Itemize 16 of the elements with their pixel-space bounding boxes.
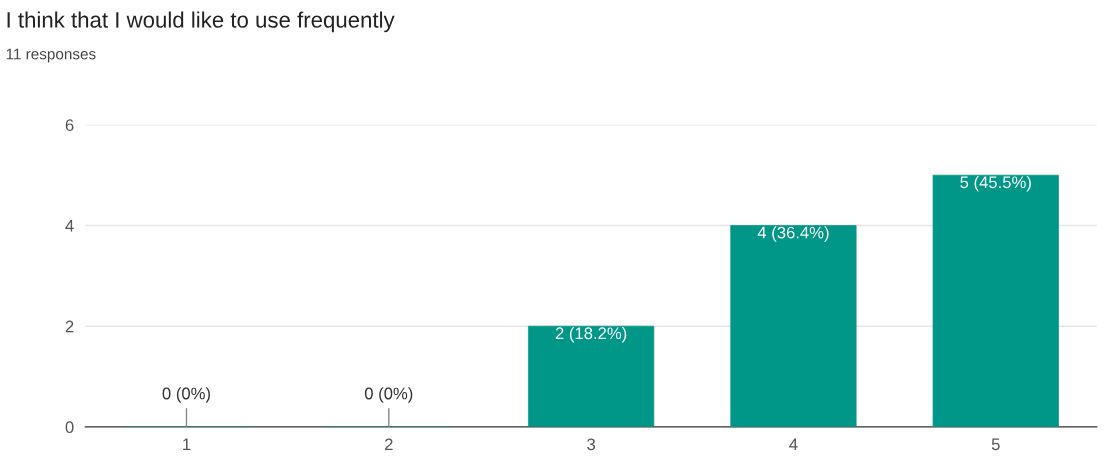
y-tick-label: 4 bbox=[65, 220, 74, 232]
y-tick-label: 2 bbox=[65, 320, 74, 333]
x-tick-label: 5 bbox=[991, 438, 1000, 451]
x-tick-label: 2 bbox=[385, 438, 393, 451]
chart-subtitle: 11 responses bbox=[6, 48, 96, 63]
x-tick-label: 3 bbox=[587, 438, 596, 451]
x-tick-label: 1 bbox=[183, 438, 191, 451]
x-tick-label: 4 bbox=[789, 438, 798, 451]
y-tick-label: 0 bbox=[65, 421, 74, 434]
data-label: 0 (0%) bbox=[364, 387, 413, 403]
data-label: 0 (0%) bbox=[162, 387, 210, 403]
data-label: 4 (36.4%) bbox=[757, 226, 829, 242]
chart-title: I think that I would like to use frequently bbox=[7, 11, 395, 33]
data-label: 5 (45.5%) bbox=[960, 175, 1031, 192]
y-tick-label: 6 bbox=[65, 119, 74, 132]
data-label: 2 (18.2%) bbox=[555, 326, 627, 343]
